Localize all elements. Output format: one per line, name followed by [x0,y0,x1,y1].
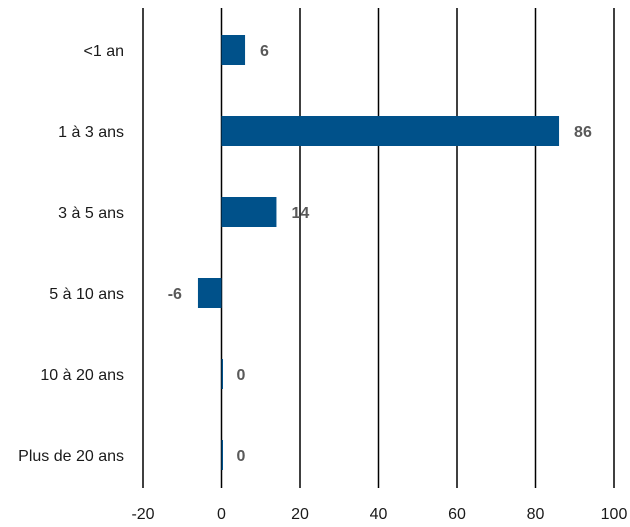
x-tick-label: 40 [370,506,388,523]
bar [221,440,223,470]
x-tick-label: 60 [448,506,466,523]
data-label: 14 [291,205,309,222]
x-tick-label: 100 [601,506,628,523]
data-label: 0 [237,448,246,465]
bar [221,197,277,227]
category-label: Plus de 20 ans [18,448,124,465]
bar [221,116,560,146]
data-label: 0 [237,367,246,384]
category-label: 3 à 5 ans [58,205,124,222]
category-label: 10 à 20 ans [40,367,124,384]
data-label: -6 [168,286,182,303]
x-tick-label: -20 [131,506,154,523]
bar [197,278,222,308]
data-label: 6 [260,43,269,60]
x-tick-label: 0 [217,506,226,523]
category-label: <1 an [84,43,124,60]
category-label: 1 à 3 ans [58,124,124,141]
x-tick-label: 20 [291,506,309,523]
x-tick-label: 80 [527,506,545,523]
category-label: 5 à 10 ans [49,286,124,303]
bar [221,359,223,389]
bar [221,35,246,65]
data-label: 86 [574,124,592,141]
